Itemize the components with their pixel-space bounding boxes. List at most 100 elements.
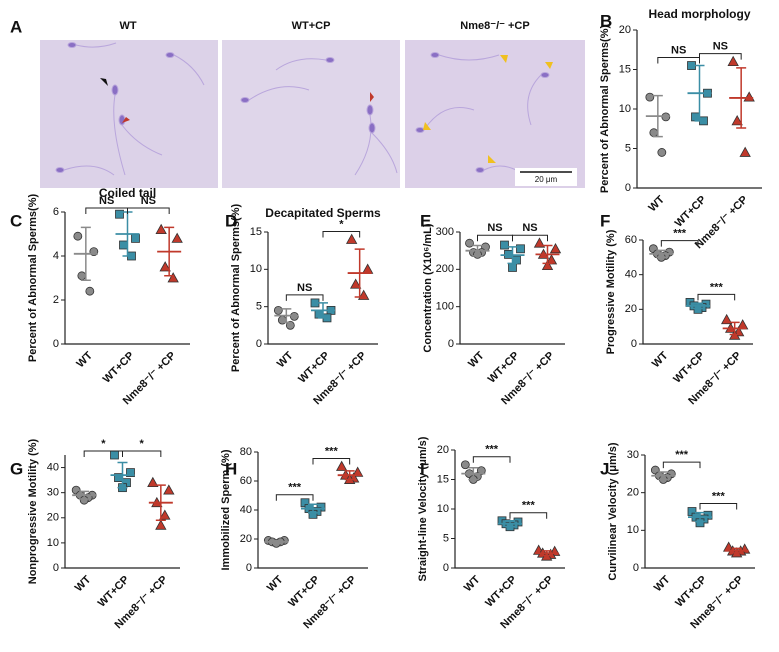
x-tick-label: WT xyxy=(652,573,673,594)
y-tick-label: 0 xyxy=(53,562,59,574)
point xyxy=(508,263,517,272)
significance-label: *** xyxy=(325,445,339,457)
point xyxy=(159,261,171,272)
y-tick-label: 20 xyxy=(627,487,639,499)
point xyxy=(533,237,546,248)
point xyxy=(345,233,358,244)
significance-label: NS xyxy=(141,195,156,207)
micrograph-label: WT+CP xyxy=(292,20,331,32)
significance-bracket xyxy=(127,207,170,214)
y-tick-label: 20 xyxy=(619,24,631,36)
significance-label: *** xyxy=(710,281,724,293)
y-tick-label: 0 xyxy=(443,562,449,574)
point xyxy=(349,278,362,289)
micrograph-label: WT xyxy=(119,20,136,32)
y-axis-label: Percent of Abnormal Sperms(%) xyxy=(599,25,611,194)
x-tick-label: WT+CP xyxy=(673,574,709,610)
y-tick-label: 0 xyxy=(256,338,262,350)
x-tick-label: WT xyxy=(646,193,667,214)
significance-label: NS xyxy=(487,222,502,234)
y-axis-label: Progressive Motility (%) xyxy=(605,229,617,354)
y-tick-label: 15 xyxy=(250,226,262,238)
significance-bracket xyxy=(699,53,742,60)
significance-label: *** xyxy=(712,490,726,502)
y-tick-label: 40 xyxy=(240,504,252,516)
point xyxy=(273,305,283,315)
point xyxy=(73,231,83,241)
significance-bracket xyxy=(699,503,738,510)
point xyxy=(171,232,183,243)
y-tick-label: 0 xyxy=(633,562,639,574)
y-tick-label: 5 xyxy=(625,142,631,154)
significance-label: NS xyxy=(522,222,537,234)
panel-letter: J xyxy=(600,459,609,478)
significance-label: *** xyxy=(673,228,687,240)
y-axis-label: Percent of Abnormal Sperms(%) xyxy=(230,204,242,373)
point xyxy=(743,91,755,102)
point xyxy=(131,233,140,243)
x-tick-label: WT xyxy=(74,349,95,370)
point xyxy=(285,320,295,330)
panel-letter: H xyxy=(225,459,237,478)
x-tick-label: WT xyxy=(462,573,483,594)
x-tick-label: WT+CP xyxy=(286,574,322,610)
y-tick-label: 0 xyxy=(448,338,454,350)
y-tick-label: 10 xyxy=(250,263,262,275)
chart-title: Head morphology xyxy=(648,7,750,21)
panel-letter: G xyxy=(10,459,23,478)
point xyxy=(351,466,364,477)
point xyxy=(167,272,179,283)
significance-bracket xyxy=(312,458,351,465)
significance-bracket xyxy=(285,294,324,301)
y-tick-label: 0 xyxy=(625,182,631,194)
significance-bracket xyxy=(275,494,314,501)
micrograph-label: Nme8⁻/⁻ +CP xyxy=(460,20,529,32)
panel-letter: A xyxy=(10,17,22,36)
point xyxy=(500,240,509,250)
point xyxy=(163,484,175,495)
y-tick-label: 40 xyxy=(625,269,637,281)
y-axis-label: Nonprogressive Motility (%) xyxy=(27,438,39,584)
y-tick-label: 5 xyxy=(443,532,449,544)
y-tick-label: 300 xyxy=(436,226,454,238)
y-tick-label: 60 xyxy=(240,475,252,487)
significance-bracket xyxy=(697,293,736,301)
point xyxy=(657,148,667,157)
point xyxy=(110,450,119,460)
point xyxy=(739,146,751,157)
y-tick-label: 40 xyxy=(47,461,59,473)
x-tick-label: WT+CP xyxy=(96,574,132,610)
significance-label: *** xyxy=(485,444,499,456)
point xyxy=(649,128,659,138)
significance-label: * xyxy=(101,438,106,450)
significance-bracket xyxy=(512,234,548,242)
point xyxy=(727,55,739,66)
y-axis-label: Curvilinear Velocity (μm/s) xyxy=(607,442,619,581)
micrograph xyxy=(222,40,400,188)
y-tick-label: 200 xyxy=(436,263,454,275)
point xyxy=(361,263,374,274)
x-tick-label: WT+CP xyxy=(296,350,332,386)
y-tick-label: 10 xyxy=(47,537,59,549)
point xyxy=(155,223,167,234)
x-tick-label: WT xyxy=(650,349,671,370)
significance-bracket xyxy=(477,234,513,242)
x-tick-label: WT+CP xyxy=(673,194,709,230)
y-tick-label: 10 xyxy=(627,524,639,536)
point xyxy=(85,286,95,296)
y-tick-label: 5 xyxy=(256,301,262,313)
y-tick-label: 6 xyxy=(53,206,59,218)
significance-bracket xyxy=(122,450,162,457)
y-tick-label: 15 xyxy=(619,63,631,75)
point xyxy=(691,112,700,122)
significance-bracket xyxy=(660,240,699,247)
x-tick-label: WT+CP xyxy=(101,350,137,386)
y-tick-label: 10 xyxy=(619,103,631,115)
significance-bracket xyxy=(509,512,548,519)
significance-bracket xyxy=(472,456,511,463)
significance-bracket xyxy=(662,461,701,469)
y-tick-label: 20 xyxy=(47,512,59,524)
significance-label: NS xyxy=(99,195,114,207)
point xyxy=(155,519,167,530)
